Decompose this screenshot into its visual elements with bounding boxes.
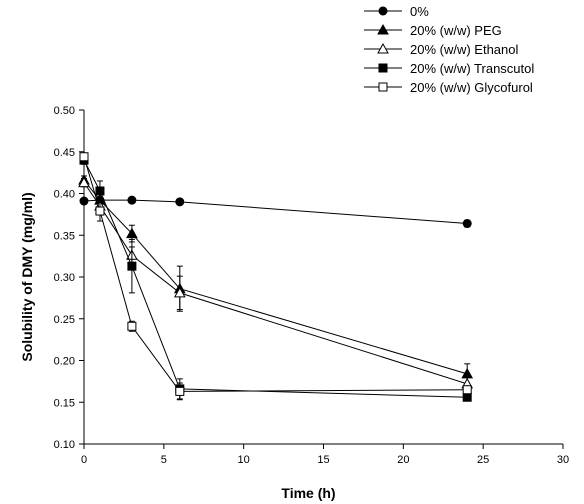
y-axis-label: Solubility of DMY (mg/ml) xyxy=(19,192,35,361)
series-1 xyxy=(78,174,474,385)
data-point xyxy=(126,227,138,239)
data-point xyxy=(79,152,89,162)
y-tick-label: 0.30 xyxy=(54,272,75,284)
x-tick-label: 30 xyxy=(557,454,569,466)
data-point xyxy=(175,197,185,207)
data-point xyxy=(462,385,472,395)
y-tick-label: 0.25 xyxy=(54,314,75,326)
data-point xyxy=(95,186,105,196)
data-point xyxy=(127,321,137,331)
axes: 0.10 0.15 0.20 0.25 0.30 0.35 0.40 0.45 0.50 0 5 10… xyxy=(54,105,570,466)
series-line xyxy=(83,199,468,225)
series-line xyxy=(83,156,468,392)
legend-marker xyxy=(378,82,388,92)
legend-marker xyxy=(377,23,389,35)
legend-marker xyxy=(377,42,389,54)
y-tick-label: 0.50 xyxy=(54,105,75,117)
x-tick-label: 15 xyxy=(317,454,329,466)
y-tick-label: 0.40 xyxy=(54,189,75,201)
series-line xyxy=(83,182,468,385)
series-2 xyxy=(78,176,474,393)
legend-label: 20% (w/w) PEG xyxy=(410,23,502,38)
data-point xyxy=(173,286,186,298)
data-point xyxy=(175,386,185,396)
plot-area xyxy=(78,152,474,402)
data-point xyxy=(127,261,137,271)
series-line xyxy=(83,159,468,398)
y-tick-label: 0.45 xyxy=(54,147,75,159)
series-0 xyxy=(79,195,472,229)
y-tick-label: 0.20 xyxy=(54,356,75,368)
legend-label: 20% (w/w) Transcutol xyxy=(410,61,534,76)
series-4 xyxy=(79,152,472,401)
x-tick-label: 10 xyxy=(238,454,250,466)
x-tick-label: 0 xyxy=(81,454,87,466)
x-tick-label: 5 xyxy=(161,454,167,466)
data-point xyxy=(462,392,472,402)
data-point xyxy=(462,219,472,229)
x-axis-label: Time (h) xyxy=(281,485,335,501)
y-tick-label: 0.35 xyxy=(54,230,75,242)
legend: 0% 20% (w/w) PEG 20% (w/w) Ethanol 20% (w/w… xyxy=(364,4,534,95)
x-tick-label: 20 xyxy=(397,454,409,466)
y-tick-label: 0.15 xyxy=(54,397,75,409)
series-3 xyxy=(79,155,472,402)
legend-marker xyxy=(378,63,388,73)
data-point xyxy=(78,176,90,188)
x-tick-label: 25 xyxy=(477,454,489,466)
legend-label: 20% (w/w) Ethanol xyxy=(410,42,518,57)
data-point xyxy=(127,195,137,205)
y-tick-label: 0.10 xyxy=(54,439,75,451)
data-point xyxy=(95,206,105,216)
legend-label: 20% (w/w) Glycofurol xyxy=(410,80,533,95)
data-point xyxy=(79,196,89,206)
legend-label: 0% xyxy=(410,4,429,19)
legend-marker xyxy=(378,6,388,16)
